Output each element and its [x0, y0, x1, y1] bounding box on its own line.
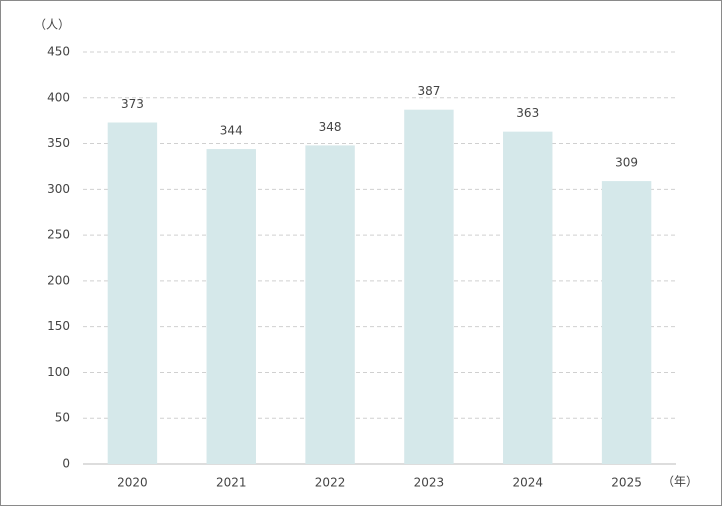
value-label: 348 [319, 120, 342, 134]
value-label: 373 [121, 97, 144, 111]
x-tick-label: 2023 [414, 476, 445, 490]
x-tick-label: 2025 [611, 476, 642, 490]
y-tick-label: 250 [47, 228, 70, 242]
value-label: 344 [220, 124, 243, 138]
bar [404, 109, 454, 465]
y-axis-unit: （人） [34, 18, 70, 32]
x-tick-label: 2020 [117, 476, 148, 490]
y-tick-label: 450 [47, 45, 70, 59]
bar [305, 145, 355, 465]
bar [107, 122, 158, 465]
y-tick-label: 100 [47, 365, 70, 379]
y-tick-label: 200 [47, 273, 70, 287]
bar [601, 181, 652, 465]
x-axis-unit: （年） [662, 475, 698, 489]
value-label: 363 [516, 106, 539, 120]
y-tick-label: 300 [47, 182, 70, 196]
bar [206, 149, 256, 464]
bar [503, 131, 553, 465]
y-tick-label: 400 [47, 90, 70, 104]
x-tick-label: 2022 [315, 476, 346, 490]
x-tick-label: 2024 [512, 476, 543, 490]
y-tick-label: 0 [62, 457, 70, 471]
value-label: 309 [615, 156, 638, 170]
y-tick-label: 350 [47, 136, 70, 150]
y-tick-label: 150 [47, 319, 70, 333]
x-tick-label: 2021 [216, 476, 247, 490]
y-tick-label: 50 [55, 411, 70, 425]
value-label: 387 [417, 84, 440, 98]
